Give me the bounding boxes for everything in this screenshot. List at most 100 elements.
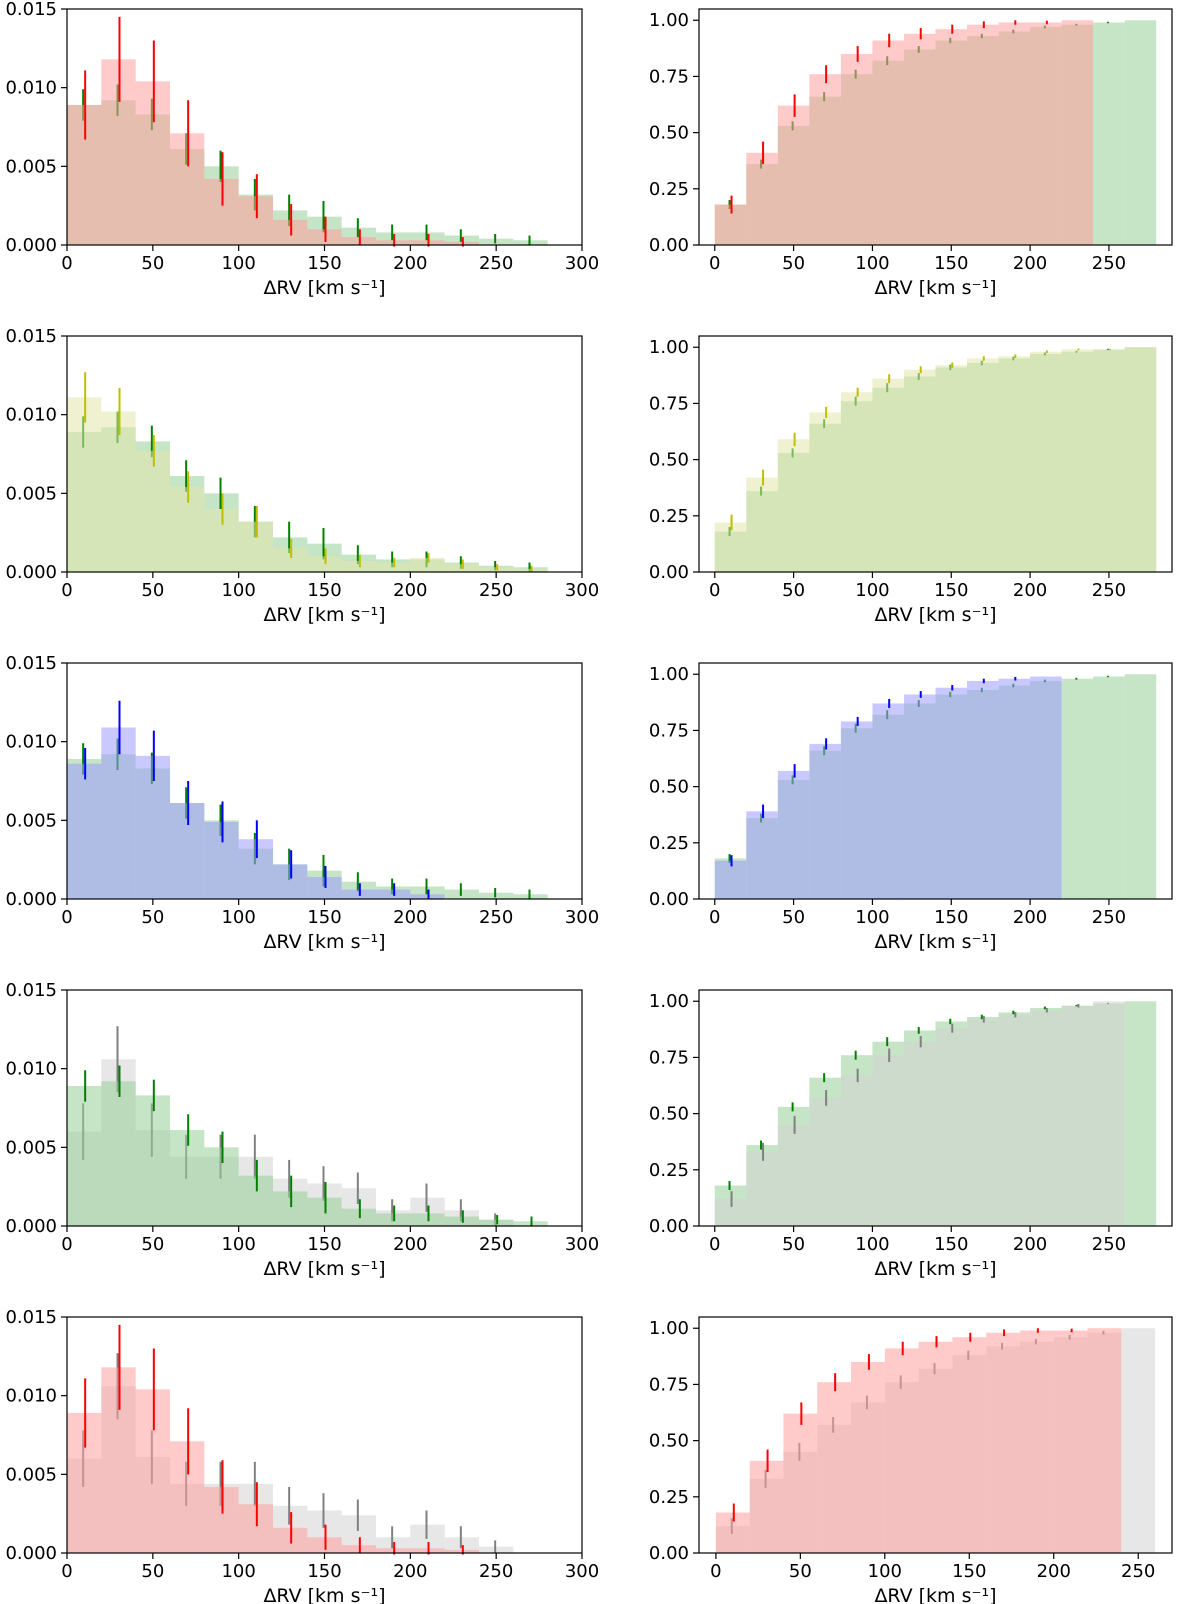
bar-yellow-0 — [67, 397, 102, 572]
bar-yellow-0 — [714, 522, 747, 572]
x-tick-label: 300 — [565, 580, 599, 601]
x-axis-label: ΔRV [km s⁻¹] — [263, 604, 385, 626]
x-tick-label: 150 — [307, 1234, 341, 1255]
y-tick-label: 0.005 — [5, 1464, 57, 1485]
y-tick-label: 0.00 — [649, 889, 689, 910]
y-tick-label: 0.00 — [649, 562, 689, 583]
bar-gray-5 — [872, 1055, 904, 1226]
bar-red-1 — [749, 1460, 784, 1553]
y-tick-label: 0.015 — [5, 1307, 57, 1328]
bar-red-3 — [170, 1441, 205, 1553]
x-axis-label: ΔRV [km s⁻¹] — [874, 277, 996, 299]
y-tick-label: 0.25 — [649, 1160, 689, 1181]
x-tick-label: 250 — [1092, 253, 1126, 274]
bar-red-8 — [341, 1545, 376, 1553]
x-tick-label: 50 — [141, 907, 164, 928]
y-tick-label: 0.75 — [649, 1374, 689, 1395]
bar-yellow-2 — [135, 450, 170, 572]
x-tick-label: 50 — [782, 1234, 805, 1255]
bar-yellow-8 — [967, 358, 999, 572]
bar-yellow-1 — [746, 477, 778, 572]
y-tick-label: 0.25 — [649, 1487, 689, 1508]
bar-red-11 — [444, 1549, 479, 1553]
bar-red-4 — [851, 1361, 885, 1553]
bar-red-7 — [952, 1337, 987, 1553]
x-tick-label: 100 — [221, 253, 255, 274]
y-tick-label: 0.00 — [649, 1216, 689, 1237]
bar-blue-1 — [746, 811, 778, 899]
y-tick-label: 0.75 — [649, 66, 689, 87]
y-tick-label: 0.00 — [649, 235, 689, 256]
y-tick-label: 0.50 — [649, 450, 689, 471]
y-tick-label: 0.015 — [5, 0, 57, 20]
x-tick-label: 150 — [934, 580, 968, 601]
x-tick-label: 100 — [855, 907, 889, 928]
x-tick-label: 300 — [565, 1561, 599, 1582]
bar-gray-10 — [1030, 1010, 1062, 1226]
bar-blue-1 — [101, 727, 136, 899]
bar-gray-1 — [746, 1151, 778, 1226]
bar-gray-3 — [809, 1097, 841, 1226]
x-tick-label: 0 — [709, 253, 720, 274]
y-tick-label: 0.000 — [5, 889, 57, 910]
x-tick-label: 250 — [479, 580, 513, 601]
bar-red-7 — [935, 29, 968, 245]
bar-red-5 — [884, 1348, 919, 1553]
panel-row4-right: 0 50 100 150 200 250 0.00 0.25 0.50 0.75 1.00 ΔRV [… — [649, 989, 1173, 1280]
x-tick-label: 250 — [479, 1561, 513, 1582]
bar-yellow-3 — [809, 412, 841, 572]
bar-yellow-6 — [273, 548, 308, 572]
x-tick-label: 100 — [855, 253, 889, 274]
y-tick-label: 0.25 — [649, 179, 689, 200]
x-tick-label: 0 — [61, 1234, 72, 1255]
bar-green-11 — [444, 1216, 479, 1226]
bar-yellow-11 — [444, 564, 479, 572]
x-tick-label: 200 — [1013, 1234, 1047, 1255]
bar-red-8 — [967, 24, 999, 245]
x-axis-label: ΔRV [km s⁻¹] — [263, 931, 385, 953]
bar-red-8 — [341, 237, 376, 245]
panel-row5-left: 0 50 100 150 200 250 300 0.000 0.005 0.010 0.015 ΔR… — [5, 1307, 599, 1604]
bar-green-2 — [135, 1095, 170, 1226]
x-tick-label: 50 — [782, 907, 805, 928]
x-tick-label: 100 — [221, 1561, 255, 1582]
bar-red-6 — [918, 1341, 953, 1553]
y-tick-label: 0.005 — [5, 1137, 57, 1158]
x-tick-label: 300 — [565, 253, 599, 274]
bar-yellow-2 — [777, 439, 810, 572]
x-tick-label: 100 — [221, 580, 255, 601]
y-tick-label: 0.50 — [649, 777, 689, 798]
y-tick-label: 0.50 — [649, 1104, 689, 1125]
bar-red-10 — [1030, 22, 1062, 245]
bar-blue-10 — [1030, 676, 1062, 899]
panel-row5-right: 0 50 100 150 200 250 0.00 0.25 0.50 0.75 1.00 ΔRV [… — [649, 1316, 1173, 1604]
bar-yellow-11 — [1061, 349, 1094, 572]
x-axis-label: ΔRV [km s⁻¹] — [874, 604, 996, 626]
y-tick-label: 1.00 — [649, 991, 689, 1012]
y-tick-label: 0.000 — [5, 562, 57, 583]
x-tick-label: 100 — [221, 1234, 255, 1255]
x-tick-label: 200 — [1013, 907, 1047, 928]
x-tick-label: 100 — [855, 580, 889, 601]
y-tick-label: 0.010 — [5, 732, 57, 753]
x-tick-label: 200 — [393, 1234, 427, 1255]
bar-red-11 — [444, 241, 479, 245]
bar-red-5 — [872, 40, 904, 245]
x-tick-label: 50 — [782, 580, 805, 601]
bar-red-10 — [1053, 1330, 1088, 1553]
x-tick-label: 50 — [141, 253, 164, 274]
bar-yellow-10 — [410, 557, 445, 572]
bar-yellow-1 — [101, 411, 136, 572]
bar-blue-3 — [170, 803, 205, 899]
x-tick-label: 200 — [1013, 253, 1047, 274]
bar-green-13 — [1124, 1001, 1157, 1226]
y-tick-label: 0.000 — [5, 1216, 57, 1237]
y-tick-label: 0.010 — [5, 405, 57, 426]
x-tick-label: 50 — [789, 1561, 812, 1582]
bar-green-12 — [1093, 676, 1125, 899]
x-axis-label: ΔRV [km s⁻¹] — [263, 1258, 385, 1280]
x-tick-label: 50 — [141, 580, 164, 601]
axes-frame — [698, 662, 1173, 900]
x-tick-label: 200 — [393, 907, 427, 928]
